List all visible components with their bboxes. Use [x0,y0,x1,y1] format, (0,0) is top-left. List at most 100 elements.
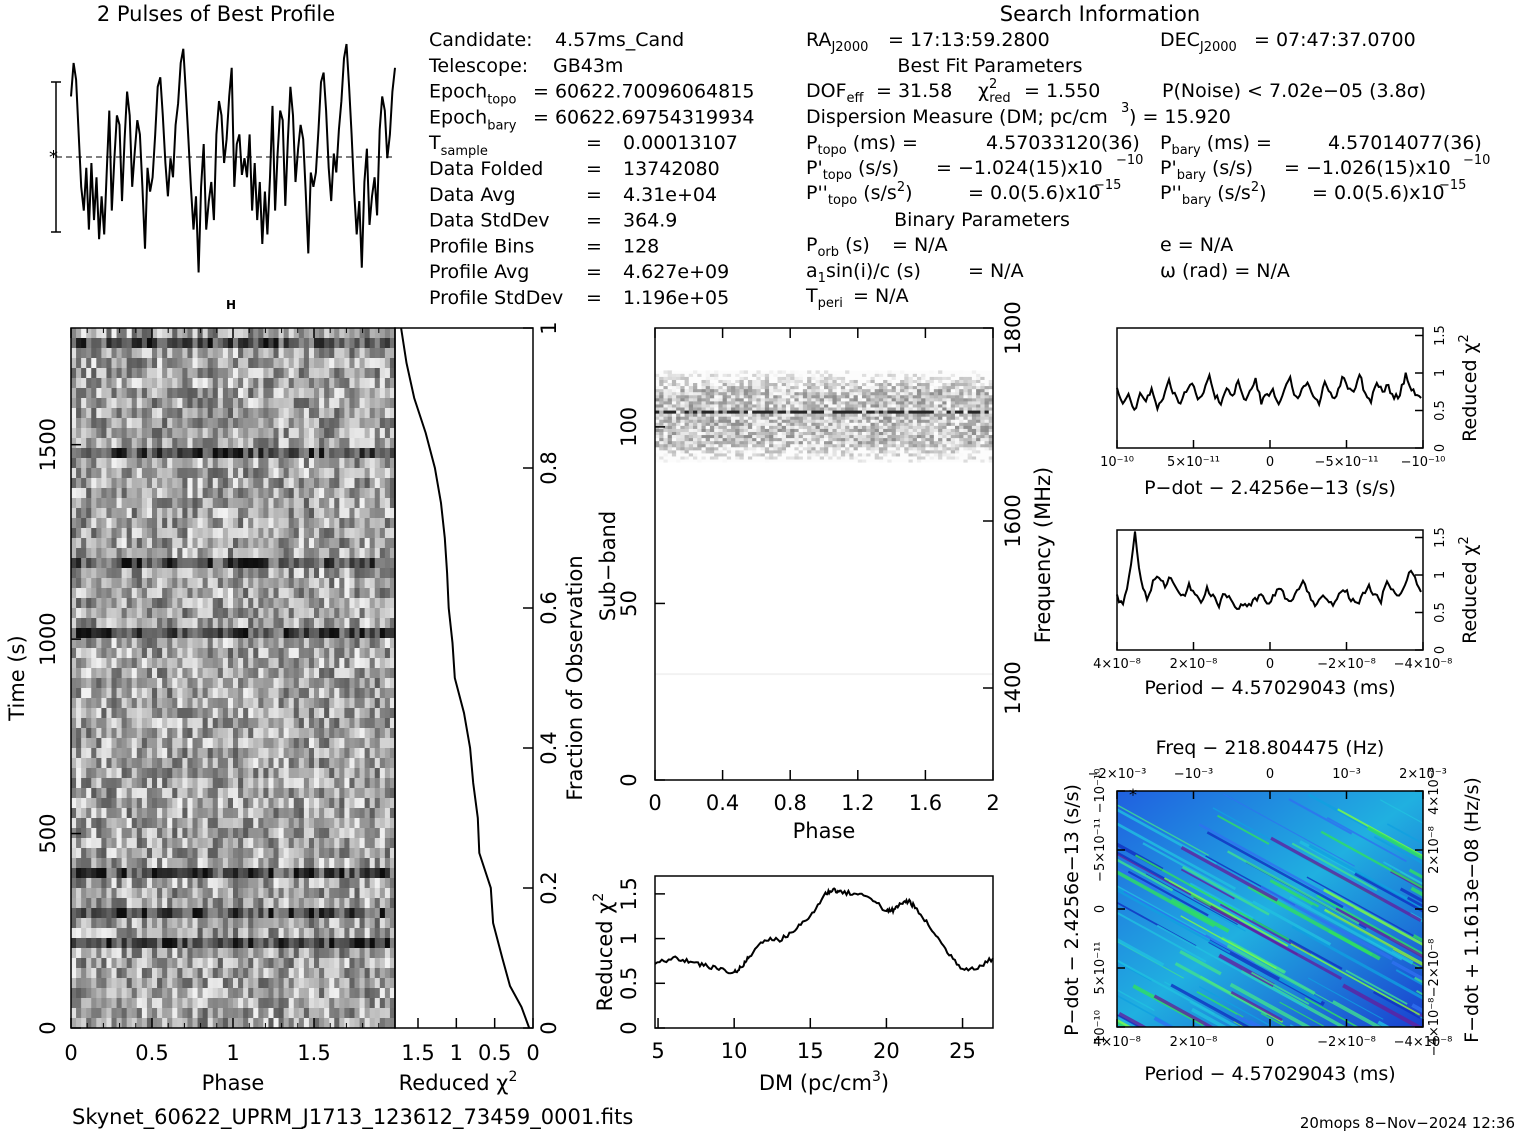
x-tick-label: 0 [526,1041,539,1065]
ra-value: = 17:13:59.2800 [888,29,1050,51]
chi2-label: χ2 red [978,77,1011,106]
info-label: Profile Avg [429,261,529,283]
y2-tick-label: 4×10⁻⁸ [1427,767,1442,815]
best-fit-marker: * [1129,785,1137,804]
y-tick-label: 1000 [36,612,60,665]
time-phase-heatmap [71,328,396,1029]
ra-label: RAJ2000 [806,29,868,55]
x-tick-label: −2×10⁻⁸ [1317,1035,1376,1050]
x2-tick-label: −2×10⁻³ [1088,767,1147,782]
dm-xlabel: DM (pc/cm3) [759,1069,889,1095]
y-tick-label: −10⁻¹⁰ [1093,769,1108,814]
x-tick-label: 10 [721,1039,748,1063]
y-tick-label: 0 [617,1021,641,1034]
x-tick-label: 0 [64,1041,77,1065]
time-phase-xlabel: Phase [202,1071,265,1095]
info-value: 128 [623,235,659,257]
y-tick-label: 0.4 [537,731,561,764]
omega-value: ω (rad) = N/A [1160,260,1290,282]
info-value: GB43m [553,55,623,77]
subband-xlabel: Phase [793,819,856,843]
x-tick-label: −10⁻¹⁰ [1401,455,1446,470]
x2-tick-label: 0 [1266,767,1274,782]
phase-marker: H [226,298,236,312]
porb-label: Porb (s) [806,234,870,260]
y-tick-label: 10⁻¹⁰ [1093,1010,1108,1044]
x2-tick-label: 10⁻³ [1332,767,1361,782]
x-tick-label: 1.2 [841,791,874,815]
y-tick-label: 0 [1433,444,1448,452]
x-tick-label: 1.6 [909,791,942,815]
y2-tick-label: 1800 [1001,301,1025,354]
pdbary-label: P'bary (s/s) [1160,157,1253,183]
fraction-ylabel: Fraction of Observation [563,555,587,800]
dm-chi2-axes: 5 10 15 20 25 0 0.5 1 1.5 [617,877,976,1063]
y-tick-label: 1 [1433,571,1448,579]
x2-tick-label: −10⁻³ [1174,767,1214,782]
svg-text:*: * [49,147,58,168]
info-value: 4.627e+09 [623,261,729,283]
info-eq: = [586,132,602,154]
pp-xlabel: Period − 4.57029043 (ms) [1144,1063,1395,1085]
x-tick-label: 2×10⁻⁸ [1170,657,1218,672]
x-tick-label: 25 [949,1039,976,1063]
y-tick-label: 5×10⁻¹¹ [1093,942,1108,995]
y-tick-label: 0 [36,1021,60,1034]
pdot-chi2-panel: 10⁻¹⁰ 5×10⁻¹¹ 0 −5×10⁻¹¹ −10⁻¹⁰ 0 0.5 1 1.5 P−do… [1100,325,1481,499]
info-label: Data Folded [429,158,543,180]
x-tick-label: −5×10⁻¹¹ [1315,455,1379,470]
y-tick-label: 0 [617,773,641,786]
binary-title: Binary Parameters [894,209,1070,231]
period-pdot-axes: 4×10⁻⁸ 2×10⁻⁸ 0 −2×10⁻⁸ −4×10⁻⁸−2×10⁻³ −10⁻³ 0… [1088,767,1453,1056]
dm-chi2-line [654,887,994,975]
dec-value: = 07:47:37.0700 [1254,29,1416,51]
pbary-label: Pbary (ms) = [1160,132,1272,158]
pdbary-value: = −1.026(15)x10 [1284,157,1451,179]
search-info-title: Search Information [1000,2,1200,26]
period-ylabel: Reduced χ2 [1457,536,1481,644]
x-tick-label: 0.8 [773,791,806,815]
info-label: Profile StdDev [429,287,563,309]
subband-phase-heatmap [655,370,994,676]
x-tick-label: 0 [1266,657,1274,672]
time-chi2-panel: 1.5 1 0.5 0 0 0.2 0.4 0.6 0.8 1 Reduced χ2 Fracti… [394,321,587,1095]
subband-ylabel: Sub−band [596,511,620,621]
info-label: Epochtopo [429,81,516,108]
y-tick-label: 1.5 [617,877,641,910]
tperi-value: = N/A [853,285,909,307]
period-xlabel: Period − 4.57029043 (ms) [1144,677,1395,699]
dm-label: Dispersion Measure (DM; pc/cm [806,106,1108,128]
x-tick-label: 1 [226,1041,239,1065]
x-tick-label: 2 [986,791,999,815]
y-tick-label: 100 [617,407,641,447]
profile-series-line [70,43,396,273]
ecc-value: e = N/A [1160,234,1233,256]
info-label: Candidate: [429,29,533,51]
info-label: Telescope: [428,55,528,77]
y-tick-label: 0.2 [537,871,561,904]
y-tick-label: 0 [1433,646,1448,654]
y-tick-label: −5×10⁻¹¹ [1093,818,1108,882]
pdot-ylabel: Reduced χ2 [1457,334,1481,442]
y-tick-label: 0.5 [1433,602,1448,623]
period-chi2-panel: 4×10⁻⁸ 2×10⁻⁸ 0 −2×10⁻⁸ −4×10⁻⁸ 0 0.5 1 1.5 Peri… [1093,527,1481,699]
pddtopo-label: P''topo (s/s2) [806,180,913,208]
x-tick-label: 5 [651,1039,664,1063]
y-tick-label: 0.6 [537,591,561,624]
info-label: Data StdDev [429,210,550,232]
info-label: Data Avg [429,184,516,206]
pdtopo-value: = −1.024(15)x10 [936,157,1103,179]
y2-tick-label: 1400 [1001,661,1025,714]
x-tick-label: 0.5 [135,1041,168,1065]
pdot-chi2-line [1116,371,1422,413]
time-phase-ylabel: Time (s) [5,635,29,721]
freq-title: Freq − 218.804475 (Hz) [1156,737,1385,759]
pbary-value: 4.57014077(36) [1328,132,1482,154]
dm-value: ) = 15.920 [1129,106,1231,128]
profile-title: 2 Pulses of Best Profile [97,2,335,26]
dm-unit-exp: 3 [1121,101,1129,116]
x-tick-label: 0.4 [706,791,739,815]
x-tick-label: −4×10⁻⁸ [1394,1035,1453,1050]
dof-label: DOFeff [806,80,865,106]
y-tick-label: 0.8 [537,451,561,484]
